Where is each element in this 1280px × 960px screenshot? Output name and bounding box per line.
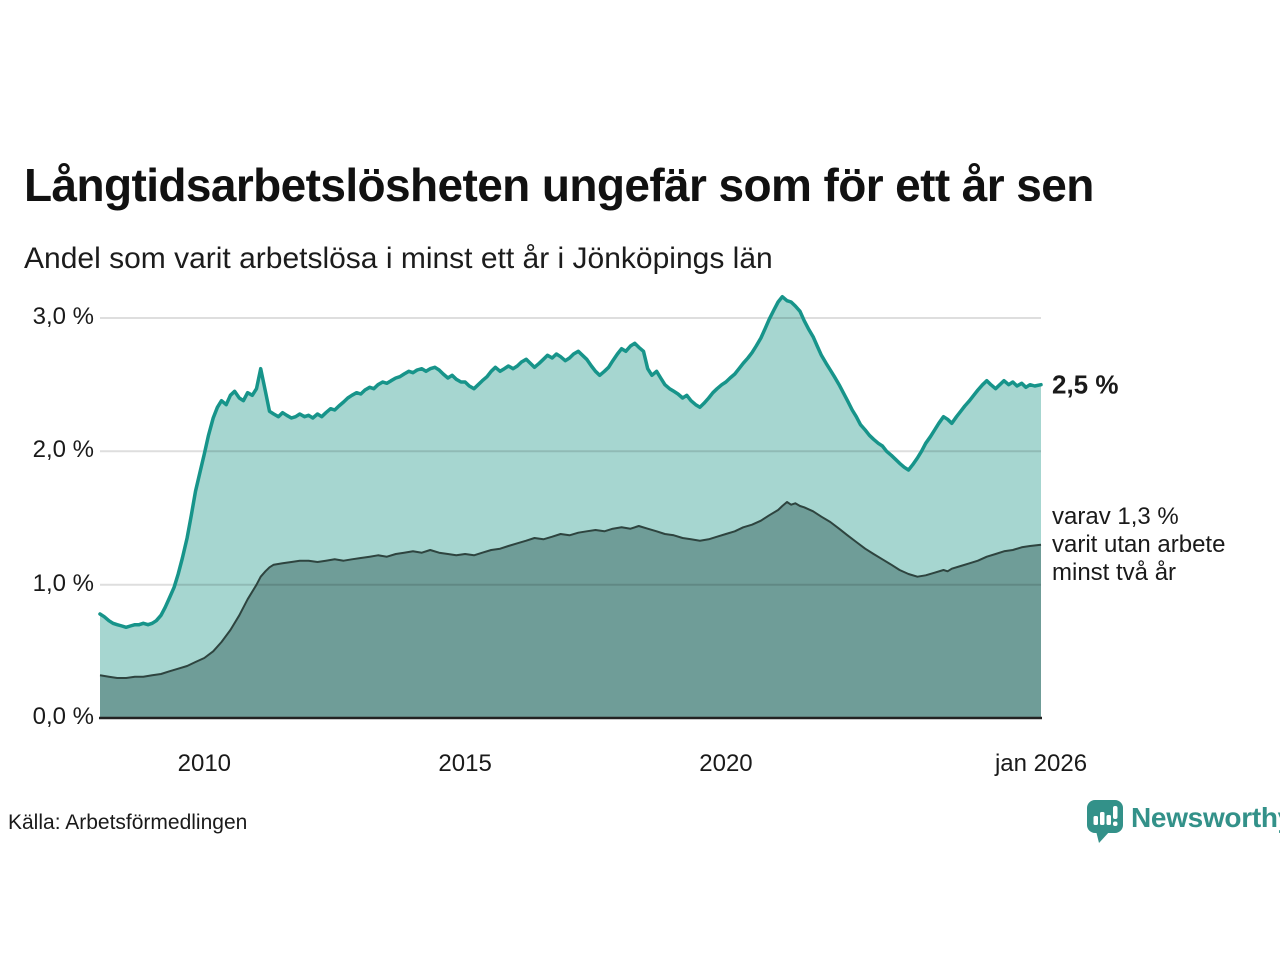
y-tick-label: 0,0 % — [32, 702, 94, 730]
chart-subtitle: Andel som varit arbetslösa i minst ett å… — [24, 242, 773, 275]
x-tick-label: 2010 — [177, 750, 232, 777]
end-label-line: varit utan arbete — [1052, 530, 1226, 558]
x-tick-label: jan 2026 — [994, 750, 1088, 777]
brand-name: Newsworthy — [1131, 802, 1280, 833]
end-value-label-two-years: varav 1,3 % varit utan arbete minst två … — [1052, 503, 1225, 587]
source-credit: Källa: Arbetsförmedlingen — [8, 811, 248, 834]
y-axis: 0,0 % 1,0 % 2,0 % 3,0 % — [0, 0, 94, 960]
chart-title: Långtidsarbetslösheten ungefär som för e… — [24, 158, 1094, 211]
y-tick-label: 2,0 % — [32, 436, 94, 464]
x-tick-label: 2015 — [438, 750, 492, 777]
newsworthy-chart-pin-icon — [1087, 800, 1123, 843]
end-label-line: varav 1,3 % — [1052, 502, 1179, 530]
end-label-line: minst två år — [1052, 558, 1177, 586]
newsworthy-logo: Newsworthy — [1086, 799, 1280, 844]
end-value-label-one-year: 2,5 % — [1052, 369, 1119, 400]
y-tick-label: 1,0 % — [32, 569, 94, 597]
x-tick-label: 2020 — [699, 750, 753, 777]
y-tick-label: 3,0 % — [32, 302, 94, 330]
